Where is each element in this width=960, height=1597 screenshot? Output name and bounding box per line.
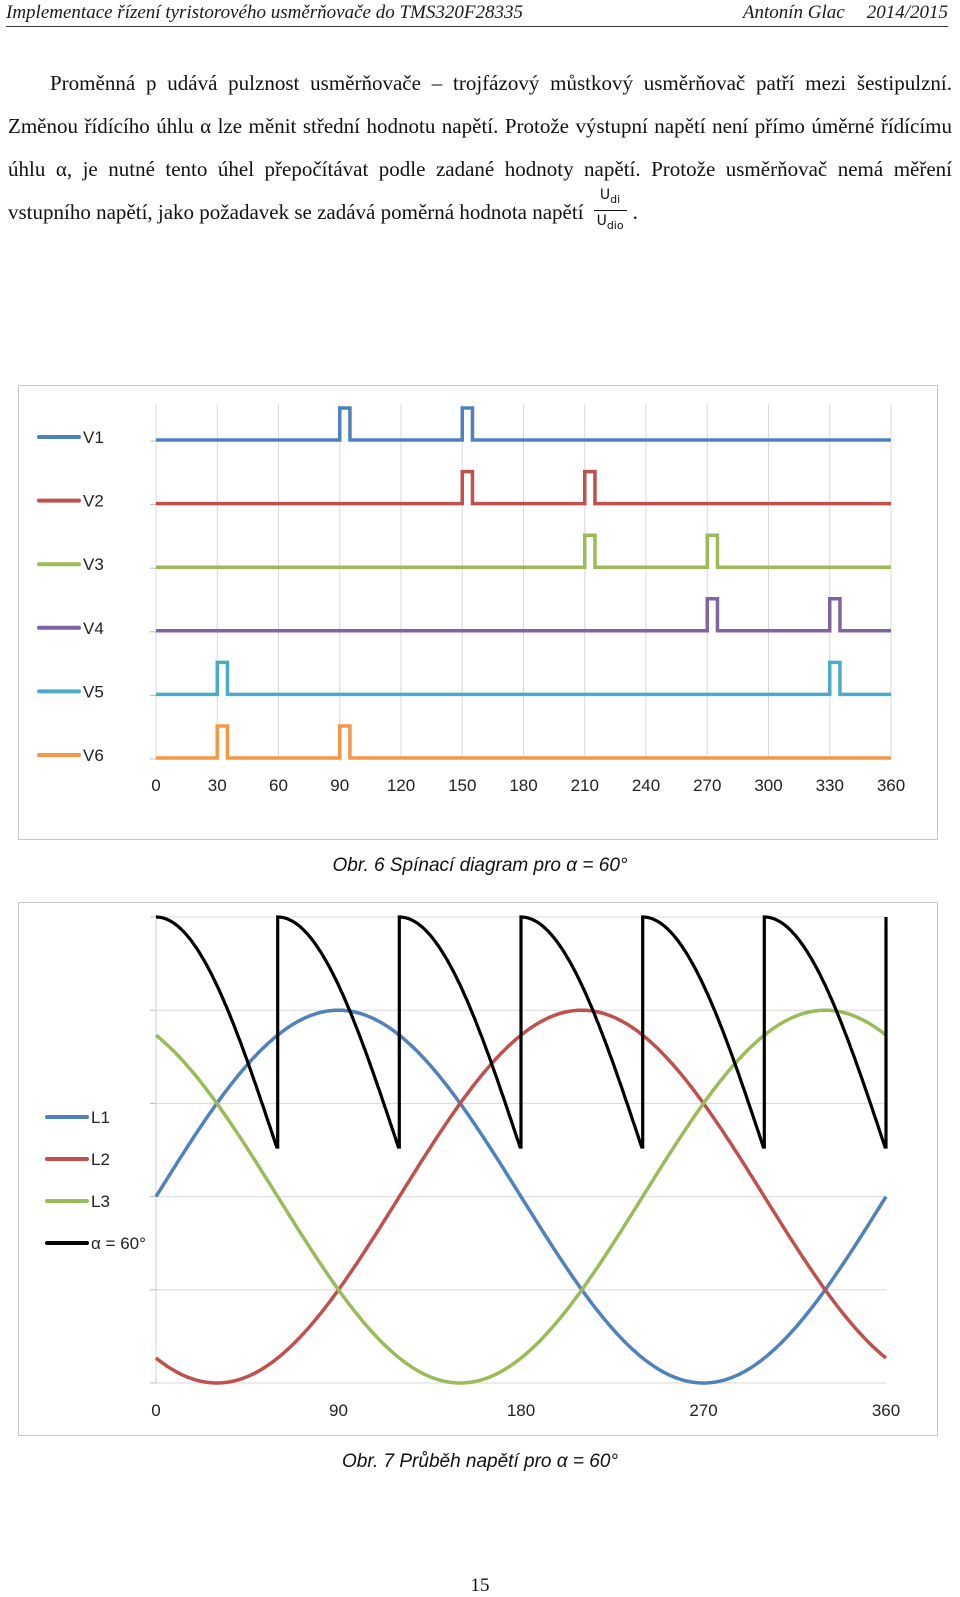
figure7-caption: Obr. 7 Průběh napětí pro α = 60° bbox=[342, 1451, 618, 1472]
series-v5-line bbox=[156, 660, 891, 697]
x-tick-label: 300 bbox=[754, 776, 782, 795]
body-paragraph: Proměnná p udává pulznost usměrňovače – … bbox=[8, 62, 952, 238]
x-tick-label: 0 bbox=[151, 1401, 160, 1420]
figure6-caption: Obr. 6 Spínací diagram pro α = 60° bbox=[332, 855, 628, 876]
x-tick-label: 90 bbox=[329, 1401, 348, 1420]
paragraph-text: Proměnná p udává pulznost usměrňovače – … bbox=[8, 71, 952, 225]
x-tick-label: 180 bbox=[509, 776, 537, 795]
x-tick-label: 60 bbox=[269, 776, 288, 795]
series-v1-line bbox=[156, 406, 891, 442]
legend-label-v1: V1 bbox=[83, 428, 104, 447]
series-v6-line bbox=[156, 724, 891, 760]
fraction-numerator: U bbox=[599, 187, 611, 203]
legend-label-l1: L1 bbox=[91, 1108, 110, 1127]
legend-label-v3: V3 bbox=[83, 555, 104, 574]
legend-label-l2: L2 bbox=[91, 1150, 110, 1169]
x-tick-label: 150 bbox=[448, 776, 476, 795]
x-tick-label: 330 bbox=[816, 776, 844, 795]
x-tick-label: 360 bbox=[872, 1401, 900, 1420]
x-tick-label: 270 bbox=[689, 1401, 717, 1420]
paragraph-end: . bbox=[632, 200, 638, 225]
page-header: Implementace řízení tyristorového usměrň… bbox=[6, 2, 948, 26]
x-tick-label: 30 bbox=[208, 776, 227, 795]
fraction-denominator-sub: dio bbox=[606, 218, 624, 232]
legend-label-v5: V5 bbox=[83, 682, 104, 701]
page-number: 15 bbox=[470, 1575, 490, 1596]
legend-label-alpha: α = 60° bbox=[91, 1234, 146, 1253]
x-tick-label: 90 bbox=[330, 776, 349, 795]
header-rule bbox=[6, 26, 948, 27]
header-author: Antonín Glac bbox=[742, 2, 845, 23]
legend-label-v4: V4 bbox=[83, 619, 104, 638]
header-right: Antonín Glac 2014/2015 bbox=[743, 2, 948, 24]
switching-diagram-figure: 0 30 60 90 120 150 180 210 240 270 300 330 360 V1 V2 V3… bbox=[18, 385, 938, 840]
voltage-ratio-fraction: Udi Udio bbox=[593, 187, 627, 234]
switching-diagram-chart: 0 30 60 90 120 150 180 210 240 270 300 330 360 V1 V2 V3… bbox=[37, 404, 905, 795]
series-alpha-line bbox=[156, 915, 888, 1149]
x-tick-label: 360 bbox=[877, 776, 905, 795]
fraction-denominator: U bbox=[596, 212, 607, 229]
legend-label-v6: V6 bbox=[83, 746, 104, 765]
fraction-numerator-sub: di bbox=[610, 192, 621, 206]
series-v2-line bbox=[156, 469, 891, 506]
header-title: Implementace řízení tyristorového usměrň… bbox=[6, 2, 523, 23]
x-tick-label: 0 bbox=[151, 776, 160, 795]
voltage-waveform-chart: 0 90 180 270 360 L1 L2 L3 α = 60° bbox=[45, 915, 900, 1420]
x-tick-label: 210 bbox=[571, 776, 599, 795]
series-v3-line bbox=[156, 533, 891, 569]
legend-label-l3: L3 bbox=[91, 1192, 110, 1211]
series-v4-line bbox=[156, 597, 891, 633]
legend-label-v2: V2 bbox=[83, 492, 104, 511]
x-tick-label: 270 bbox=[693, 776, 721, 795]
voltage-waveform-figure: 0 90 180 270 360 L1 L2 L3 α = 60° bbox=[18, 902, 938, 1436]
x-tick-label: 180 bbox=[507, 1401, 535, 1420]
header-year: 2014/2015 bbox=[866, 2, 948, 23]
x-tick-label: 240 bbox=[632, 776, 660, 795]
x-tick-label: 120 bbox=[387, 776, 415, 795]
